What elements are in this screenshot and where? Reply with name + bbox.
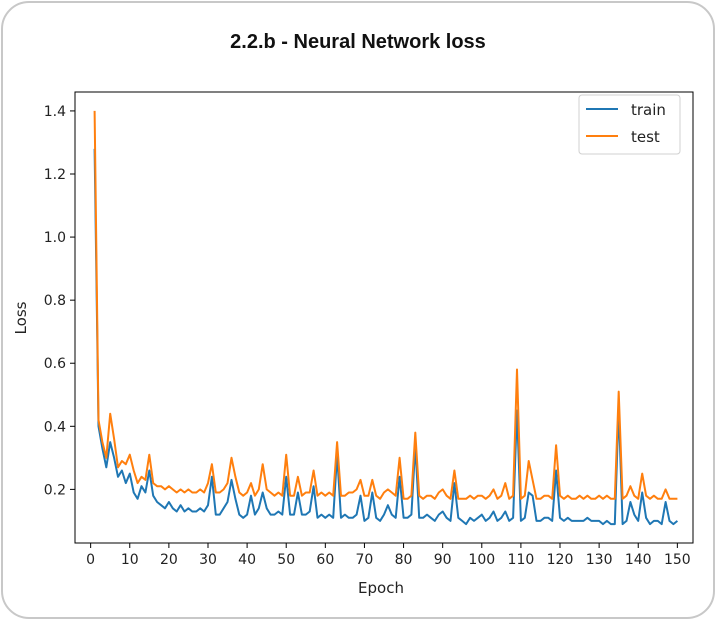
y-tick-label: 1.4	[44, 104, 66, 120]
x-tick-label: 150	[664, 552, 691, 568]
y-tick-label: 1.0	[44, 230, 66, 246]
x-tick-label: 90	[434, 552, 452, 568]
y-tick-label: 0.2	[44, 482, 66, 498]
x-tick-label: 110	[508, 552, 535, 568]
y-tick-label: 0.6	[44, 356, 66, 372]
series-line-train	[93, 148, 679, 526]
x-tick-label: 30	[199, 552, 217, 568]
x-tick-label: 50	[277, 552, 295, 568]
x-tick-label: 120	[547, 552, 574, 568]
legend-label-test: test	[631, 128, 660, 146]
y-tick-label: 0.8	[44, 293, 66, 309]
legend-label-train: train	[631, 101, 666, 119]
x-axis-label: Epoch	[358, 579, 404, 597]
x-tick-label: 130	[586, 552, 613, 568]
x-tick-label: 140	[625, 552, 652, 568]
y-axis-label: Loss	[12, 301, 30, 334]
card-title: 2.2.b - Neural Network loss	[230, 31, 486, 53]
x-tick-label: 10	[121, 552, 139, 568]
x-tick-label: 0	[86, 552, 95, 568]
legend: train test	[578, 94, 681, 155]
x-tick-label: 40	[238, 552, 256, 568]
x-tick-label: 60	[316, 552, 334, 568]
y-tick-label: 1.2	[44, 167, 66, 183]
x-tick-label: 20	[160, 552, 178, 568]
series-line-test	[93, 110, 678, 500]
x-tick-label: 80	[395, 552, 413, 568]
x-tick-label: 100	[468, 552, 495, 568]
plot-frame	[74, 91, 694, 544]
y-tick-label: 0.4	[44, 419, 66, 435]
x-tick-label: 70	[356, 552, 374, 568]
